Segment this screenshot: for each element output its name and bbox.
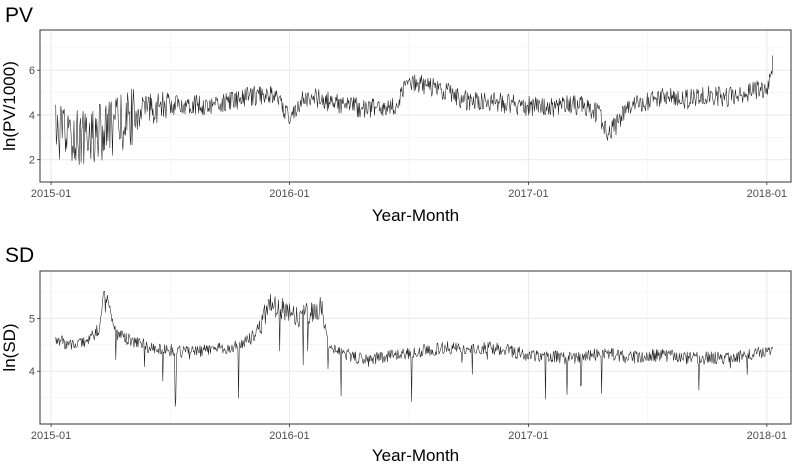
y-tick-label: 2 — [29, 155, 35, 167]
x-tick-label: 2018-01 — [747, 430, 787, 442]
x-tick-label: 2018-01 — [747, 188, 787, 200]
y-tick-label: 6 — [29, 65, 35, 77]
x-axis-label: Year-Month — [372, 446, 459, 464]
x-axis-label: Year-Month — [372, 206, 459, 225]
pv-chart: 2 4 6 2015-01 2016-01 2017-01 2018-01 PV Year-Mo… — [0, 4, 792, 225]
x-tick-label: 2015-01 — [31, 430, 71, 442]
y-tick-label: 5 — [29, 313, 35, 325]
x-tick-label: 2016-01 — [269, 188, 309, 200]
x-tick-label: 2015-01 — [31, 188, 71, 200]
series-line — [55, 55, 773, 165]
series-line — [55, 290, 773, 407]
x-tick-label: 2017-01 — [508, 430, 548, 442]
panel-border — [39, 270, 792, 425]
plot-panel — [40, 271, 791, 424]
panel-border — [39, 29, 792, 183]
y-axis-label: ln(SD) — [0, 323, 19, 371]
y-axis-label: ln(PV/1000) — [0, 61, 19, 151]
sd-chart: 4 5 2015-01 2016-01 2017-01 2018-01 SD Year-Mon… — [0, 244, 792, 464]
chart-title: SD — [5, 244, 34, 267]
x-tick-label: 2016-01 — [269, 430, 309, 442]
y-tick-label: 4 — [29, 110, 35, 122]
chart-title: PV — [5, 4, 33, 27]
y-tick-label: 4 — [29, 366, 35, 378]
x-tick-label: 2017-01 — [508, 188, 548, 200]
